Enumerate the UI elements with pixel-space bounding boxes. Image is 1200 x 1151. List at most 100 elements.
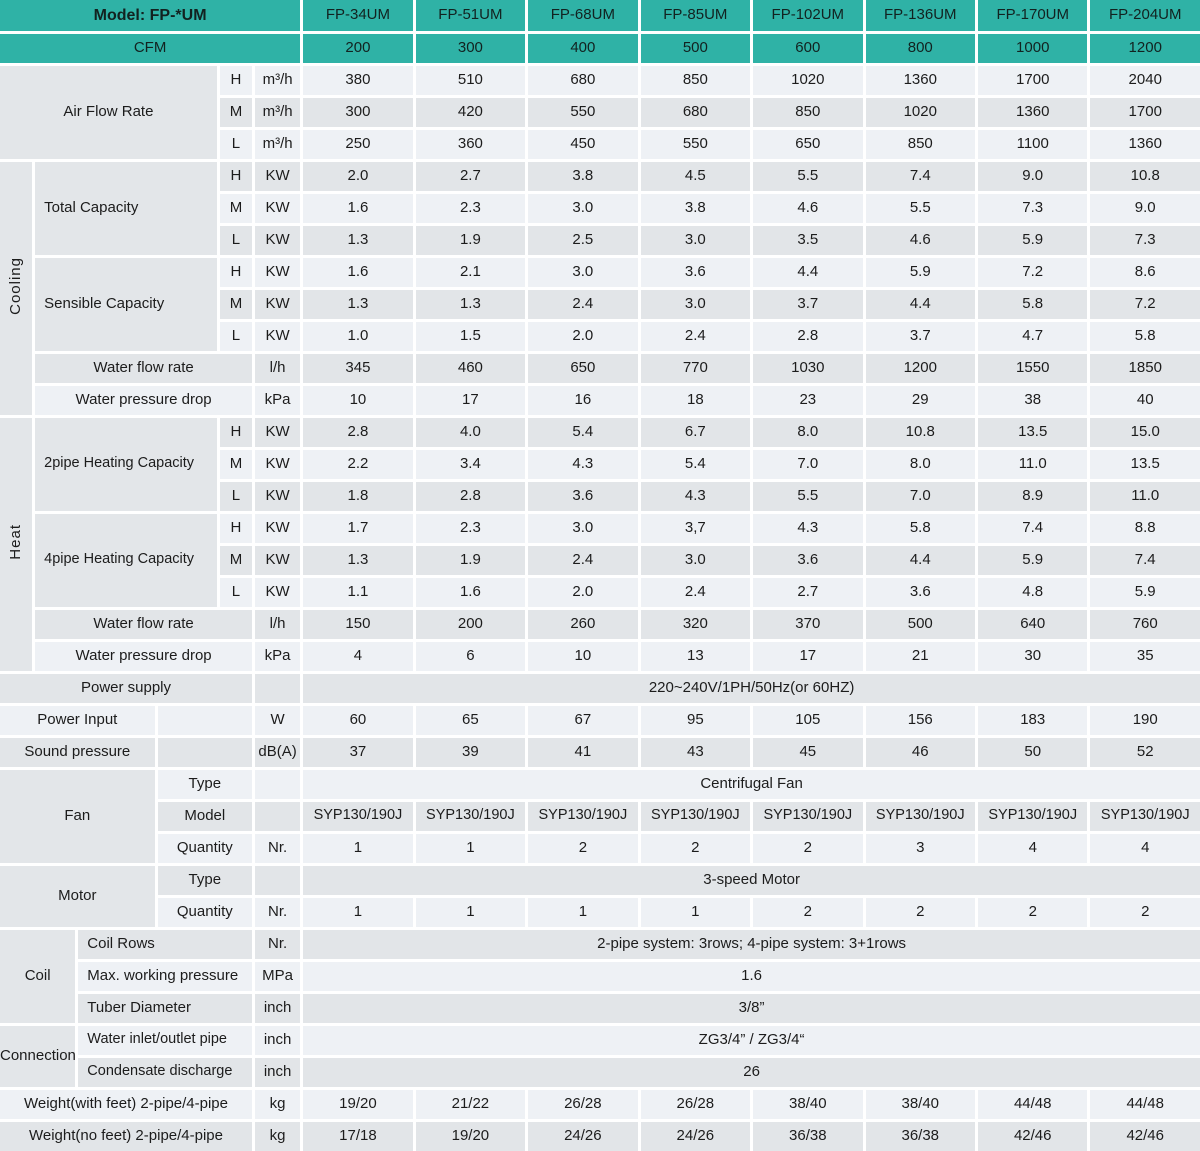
table-cell: 18 (640, 385, 751, 415)
value-motor-type: 3-speed Motor (303, 865, 1200, 895)
unit-label: Nr. (255, 833, 301, 863)
table-cell: 2.0 (303, 161, 413, 191)
table-cell: 1.9 (415, 225, 526, 255)
table-cell: 1 (415, 897, 526, 927)
table-row: Water flow rate l/h 345 460 650 770 1030 1200 15… (0, 353, 1200, 383)
table-row: Coil Coil Rows Nr. 2-pipe system: 3rows; 4-… (0, 929, 1200, 1023)
table-cell: 3.0 (528, 193, 638, 223)
table-cell: 42/46 (1090, 1121, 1200, 1151)
speed-label: M (219, 97, 252, 127)
section-fan: Fan (0, 769, 155, 863)
table-cell: 2 (640, 833, 751, 863)
label-motor-quantity: Quantity (157, 897, 252, 927)
table-cell: 19/20 (303, 1089, 413, 1119)
table-cell: 8.8 (1090, 513, 1200, 543)
table-cell: 2 (1090, 897, 1200, 927)
table-cell: SYP130/190J (640, 801, 751, 831)
label-coil-rows: Coil Rows (78, 929, 252, 959)
table-cell: 4 (303, 641, 413, 671)
table-row: Motor Type 3-speed Motor (0, 865, 1200, 927)
table-row: Quantity Nr. 1 1 1 1 2 2 2 2 (0, 897, 1200, 927)
table-cell: 5.8 (978, 289, 1088, 319)
label-water-inlet-outlet-pipe: Water inlet/outlet pipe (78, 1025, 252, 1055)
table-cell: 10 (528, 641, 638, 671)
speed-label: H (219, 417, 252, 447)
table-cell: 3.8 (528, 161, 638, 191)
table-cell: 40 (1090, 385, 1200, 415)
table-row: Sensible Capacity H KW 1.6 2.1 3.0 3.6 4.4 5.9 7.… (0, 257, 1200, 351)
table-cell: 21/22 (415, 1089, 526, 1119)
speed-label: H (219, 161, 252, 191)
table-cell: 2.4 (528, 545, 638, 575)
table-cell: 4.4 (865, 289, 975, 319)
table-cell: 5.5 (865, 193, 975, 223)
unit-label: kg (255, 1121, 301, 1151)
table-cell: 1.3 (303, 545, 413, 575)
table-cell: 46 (865, 737, 975, 767)
table-cell: 2.3 (415, 193, 526, 223)
table-cell: 1360 (865, 65, 975, 95)
table-cell: SYP130/190J (865, 801, 975, 831)
table-cell: 4.0 (415, 417, 526, 447)
label-sound-pressure: Sound pressure (0, 737, 155, 767)
table-cell: 260 (528, 609, 638, 639)
unit-label: kg (255, 1089, 301, 1119)
table-cell: 150 (303, 609, 413, 639)
table-cell: 105 (753, 705, 863, 735)
table-cell: 10.8 (1090, 161, 1200, 191)
speed-label: M (219, 193, 252, 223)
table-cell: 30 (978, 641, 1088, 671)
label-2pipe-heating-capacity: 2pipe Heating Capacity (35, 417, 217, 511)
table-cell: 4.4 (753, 257, 863, 287)
unit-label: l/h (255, 609, 301, 639)
speed-label: H (219, 513, 252, 543)
section-connection: Connection (0, 1025, 76, 1087)
table-row: M KW 1.3 1.3 2.4 3.0 3.7 4.4 5.8 7.2 (0, 289, 1200, 319)
unit-label: KW (255, 193, 301, 223)
cfm-label: CFM (0, 33, 301, 63)
table-cell: 9.0 (1090, 193, 1200, 223)
column-header: FP-85UM (640, 0, 751, 31)
table-cell: 300 (303, 97, 413, 127)
table-cell: 5.5 (753, 161, 863, 191)
speed-label: M (219, 545, 252, 575)
table-cell: 5.5 (753, 481, 863, 511)
table-row: CFM 200 300 400 500 600 800 1000 1200 (0, 33, 1200, 63)
table-cell: 1.0 (303, 321, 413, 351)
table-cell: 13.5 (1090, 449, 1200, 479)
cfm-value: 1000 (978, 33, 1088, 63)
label-weight-with-feet: Weight(with feet) 2-pipe/4-pipe (0, 1089, 252, 1119)
table-cell: 5.9 (1090, 577, 1200, 607)
unit-label: KW (255, 577, 301, 607)
table-cell: 41 (528, 737, 638, 767)
table-cell: 44/48 (978, 1089, 1088, 1119)
table-cell: 2.8 (415, 481, 526, 511)
table-cell: 8.0 (865, 449, 975, 479)
table-cell: 2 (978, 897, 1088, 927)
table-cell: 370 (753, 609, 863, 639)
table-row: Tuber Diameter inch 3/8” (0, 993, 1200, 1023)
table-cell: 650 (753, 129, 863, 159)
unit-label: MPa (255, 961, 301, 991)
table-cell: 1 (303, 833, 413, 863)
label-sensible-capacity: Sensible Capacity (35, 257, 217, 351)
table-row: L KW 1.3 1.9 2.5 3.0 3.5 4.6 5.9 7.3 (0, 225, 1200, 255)
table-cell: 7.3 (1090, 225, 1200, 255)
table-cell: 3.5 (753, 225, 863, 255)
table-cell: 19/20 (415, 1121, 526, 1151)
table-cell: 4.6 (865, 225, 975, 255)
table-row: Water pressure drop kPa 4 6 10 13 17 21 30 35 (0, 641, 1200, 671)
label-weight-no-feet: Weight(no feet) 2-pipe/4-pipe (0, 1121, 252, 1151)
table-cell: 5.9 (865, 257, 975, 287)
value-power-supply: 220~240V/1PH/50Hz(or 60HZ) (303, 673, 1200, 703)
table-cell: 7.0 (753, 449, 863, 479)
table-cell: 550 (640, 129, 751, 159)
table-cell: 380 (303, 65, 413, 95)
table-cell: 850 (865, 129, 975, 159)
label-fan-model: Model (157, 801, 252, 831)
cfm-value: 1200 (1090, 33, 1200, 63)
table-cell: 420 (415, 97, 526, 127)
label-fan-type: Type (157, 769, 252, 799)
